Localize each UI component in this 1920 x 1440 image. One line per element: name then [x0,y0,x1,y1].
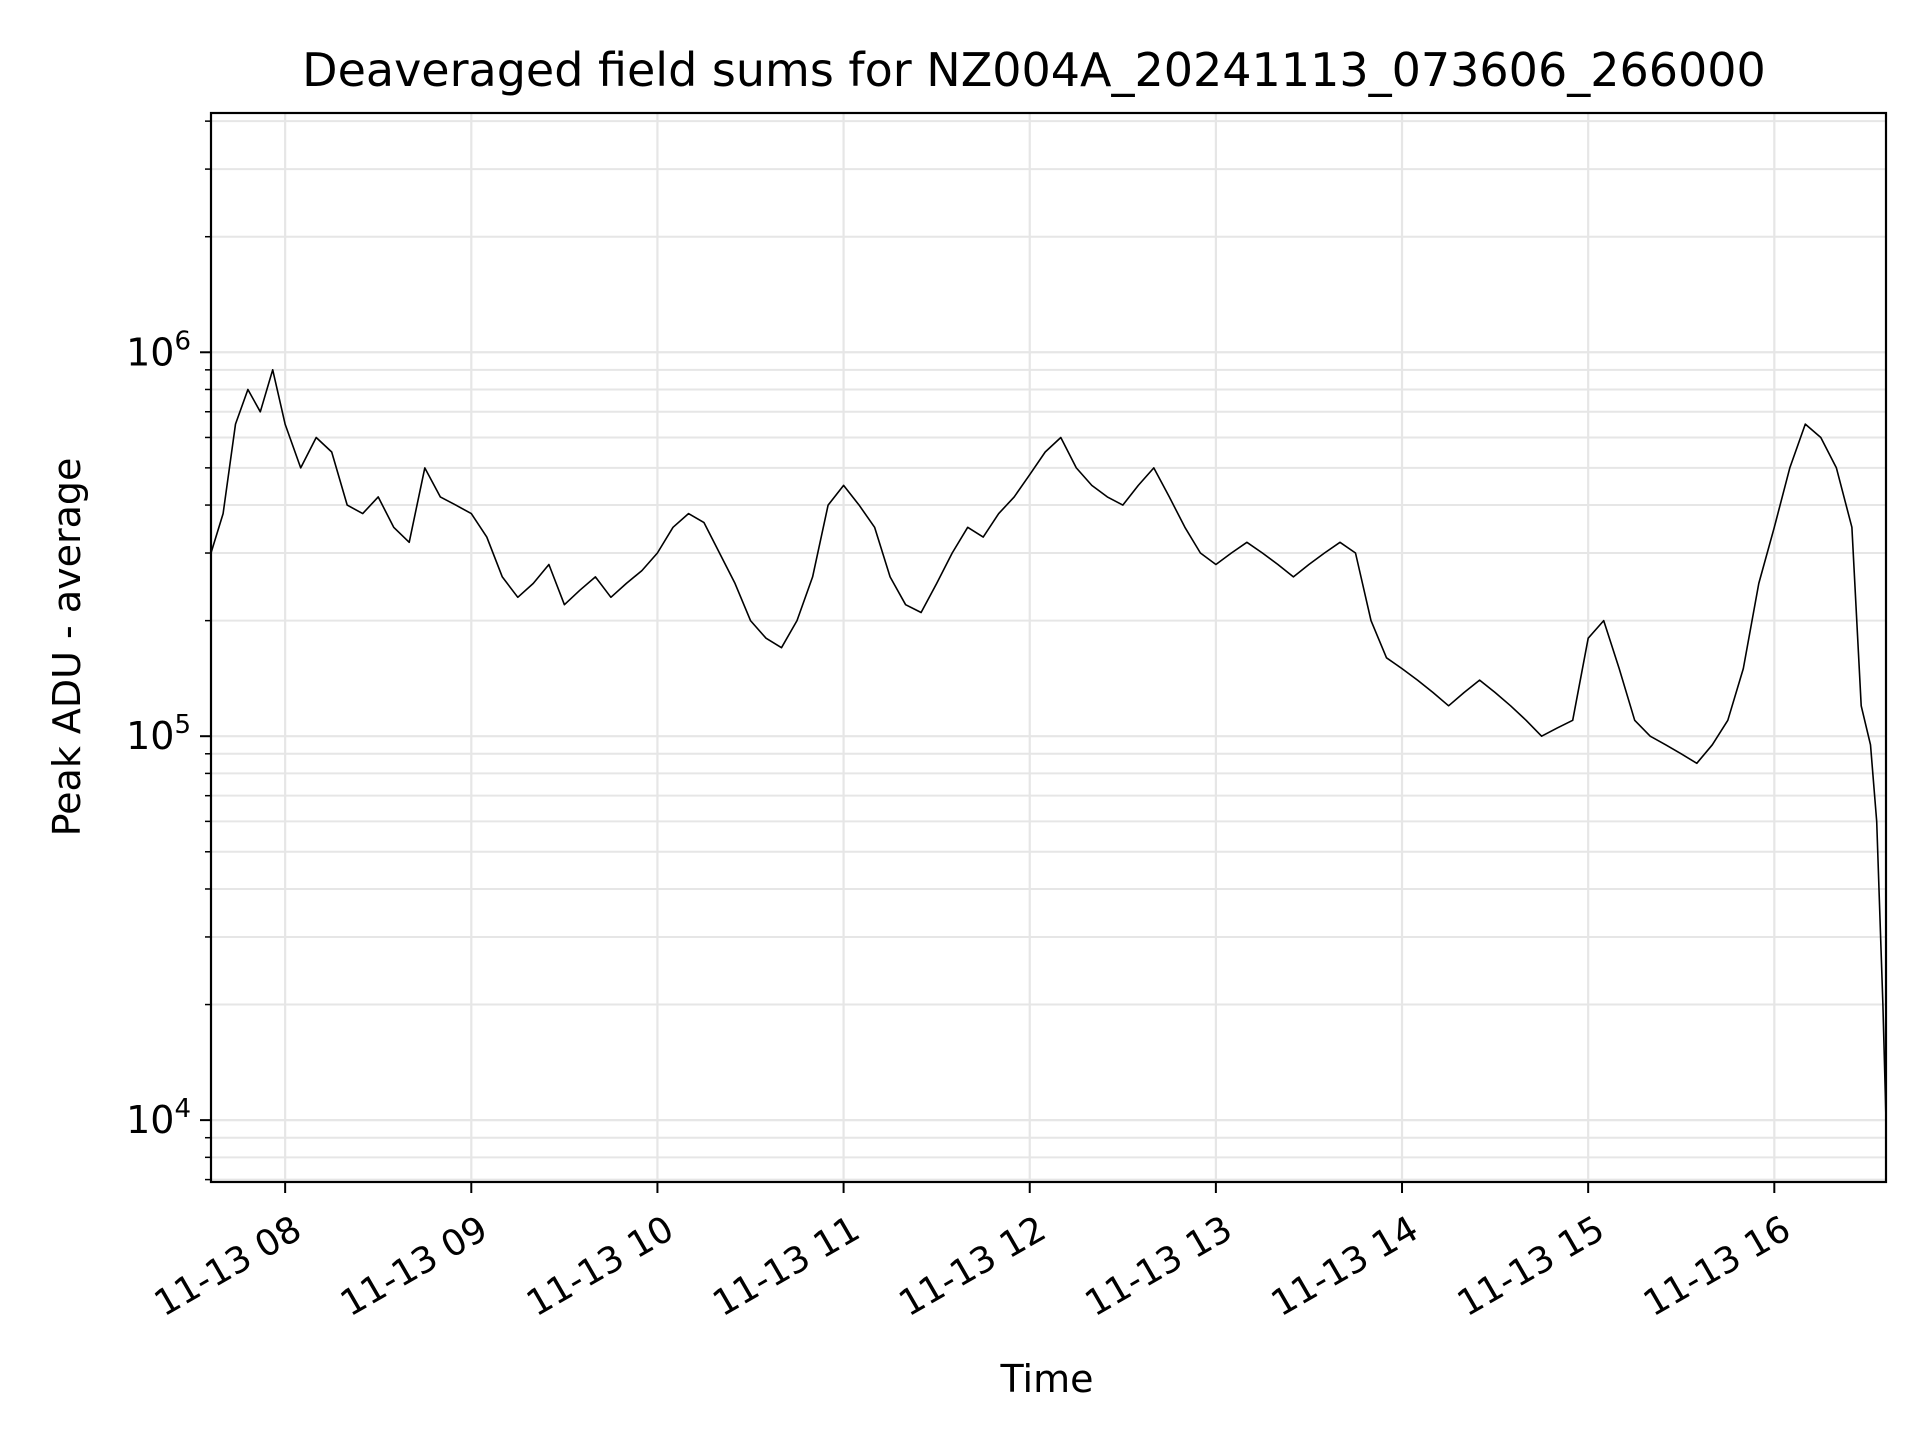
y-axis-label: Peak ADU - average [45,458,89,837]
chart-title: Deaveraged field sums for NZ004A_2024111… [302,43,1766,97]
x-axis-label: Time [1000,1357,1094,1401]
plot-frame [209,111,1888,1184]
series-line [210,368,1887,1121]
grid [211,113,1886,1182]
series-layer [210,368,1887,1121]
